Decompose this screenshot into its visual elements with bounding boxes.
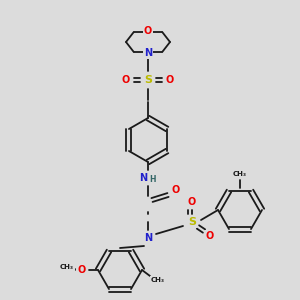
Text: O: O [206, 231, 214, 241]
Text: N: N [144, 233, 152, 243]
Text: CH₃: CH₃ [151, 277, 165, 283]
Text: CH₃: CH₃ [60, 264, 74, 270]
Text: S: S [188, 217, 196, 227]
Text: CH₃: CH₃ [233, 171, 247, 177]
Text: N: N [139, 173, 147, 183]
Text: O: O [166, 75, 174, 85]
Text: O: O [122, 75, 130, 85]
Text: S: S [144, 75, 152, 85]
Text: N: N [144, 48, 152, 58]
Text: H: H [150, 176, 156, 184]
Text: O: O [144, 26, 152, 36]
Text: O: O [172, 185, 180, 195]
Text: O: O [188, 197, 196, 207]
Text: O: O [78, 265, 86, 275]
